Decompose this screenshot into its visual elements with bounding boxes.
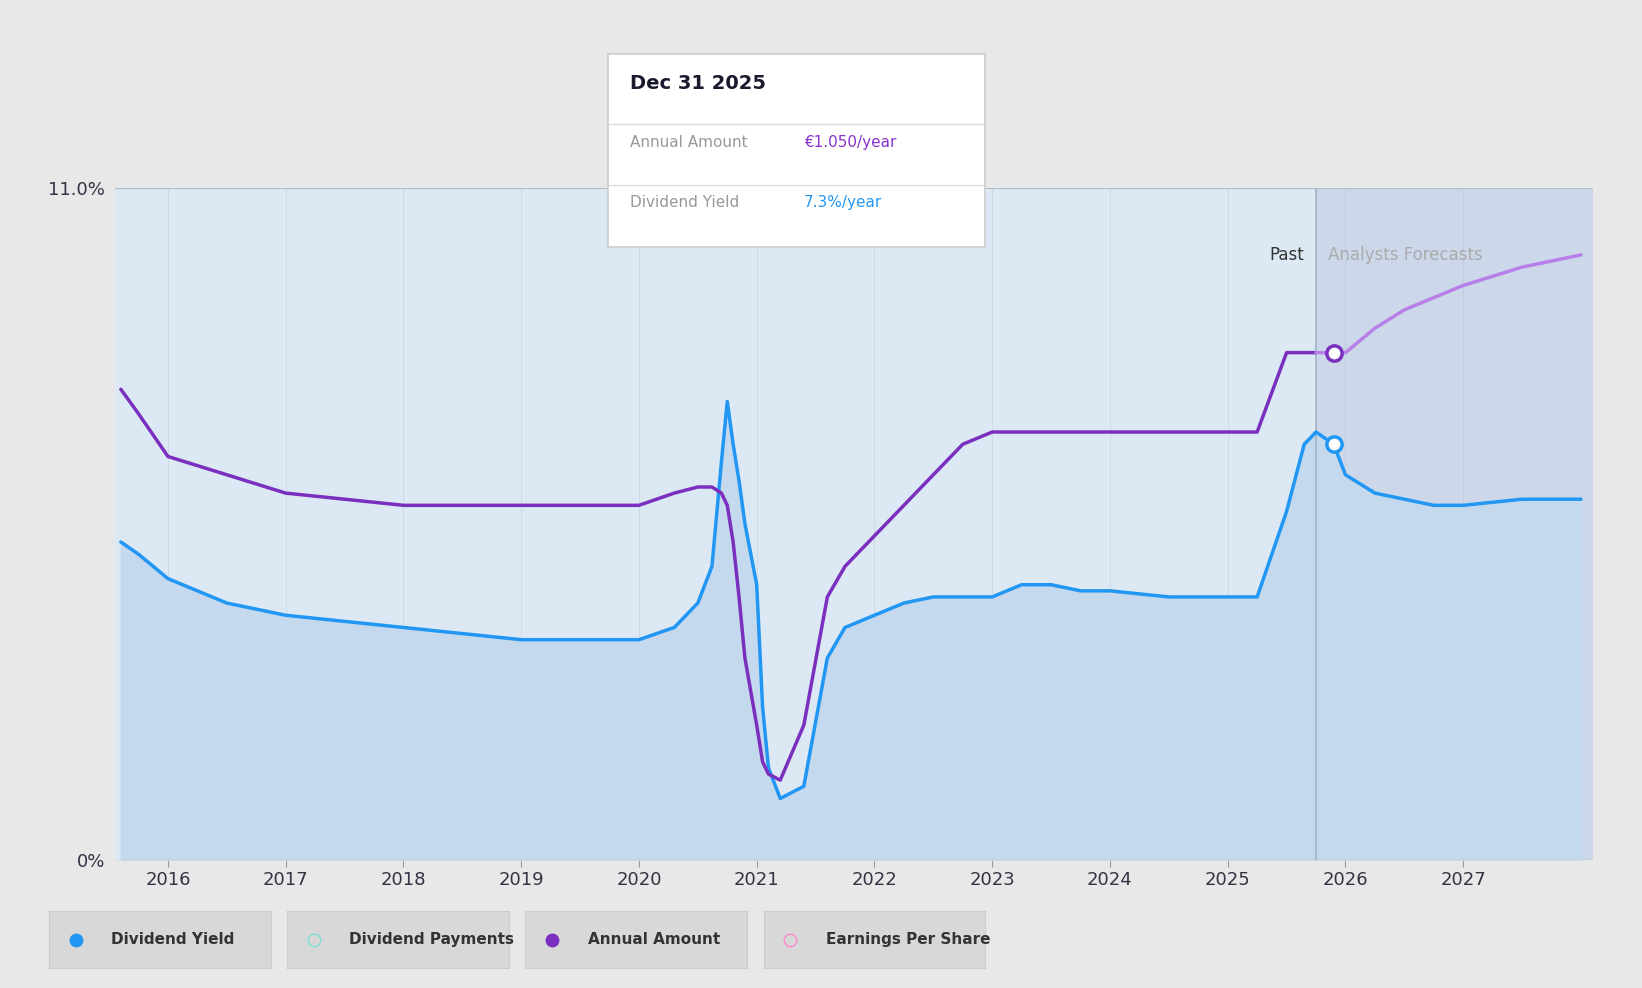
Text: Dividend Yield: Dividend Yield	[112, 932, 235, 947]
Text: Past: Past	[1269, 246, 1304, 264]
Text: Analysts Forecasts: Analysts Forecasts	[1328, 246, 1483, 264]
Text: Annual Amount: Annual Amount	[588, 932, 719, 947]
Text: 7.3%/year: 7.3%/year	[805, 195, 882, 210]
Text: Dividend Yield: Dividend Yield	[631, 195, 739, 210]
Text: Dec 31 2025: Dec 31 2025	[631, 73, 767, 93]
Text: Annual Amount: Annual Amount	[631, 135, 747, 150]
Bar	[1315, 188, 1593, 860]
Text: €1.050/year: €1.050/year	[805, 135, 897, 150]
Text: Dividend Payments: Dividend Payments	[350, 932, 514, 947]
Text: Earnings Per Share: Earnings Per Share	[826, 932, 990, 947]
